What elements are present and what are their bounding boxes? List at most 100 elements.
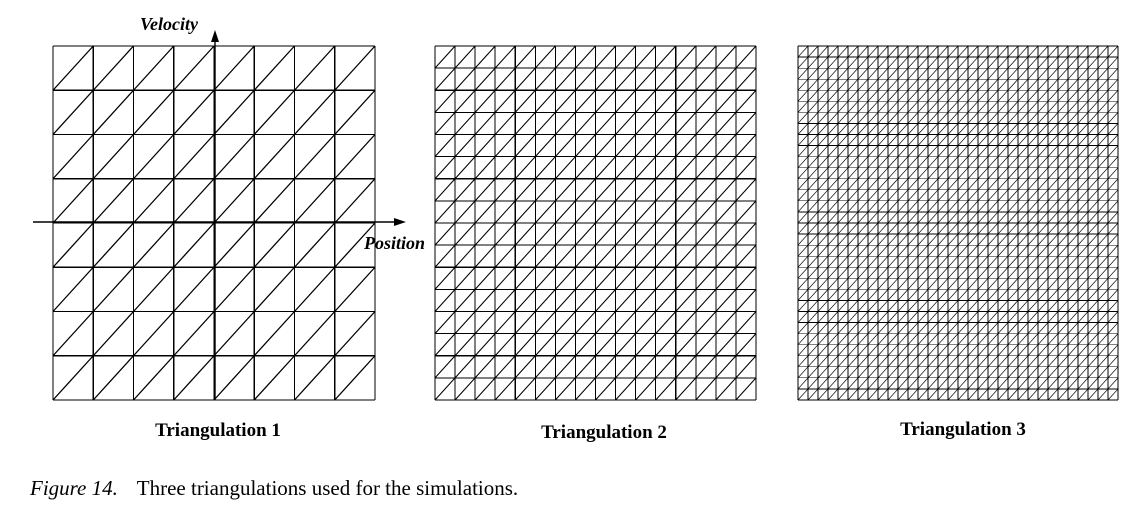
- mesh-diagonal-edge: [494, 112, 516, 135]
- mesh-diagonal-edge: [797, 344, 809, 356]
- mesh-diagonal-edge: [1057, 78, 1069, 91]
- mesh-diagonal-edge: [997, 45, 1009, 58]
- mesh-diagonal-edge: [817, 90, 829, 102]
- mesh-diagonal-edge: [294, 134, 336, 180]
- mesh-diagonal-edge: [847, 45, 859, 58]
- mesh-diagonal-edge: [887, 112, 899, 124]
- mesh-diagonal-edge: [1007, 56, 1019, 69]
- mesh-diagonal-edge: [947, 322, 959, 334]
- mesh-diagonal-edge: [937, 388, 949, 401]
- mesh-diagonal-edge: [967, 178, 979, 191]
- mesh-diagonal-edge: [1077, 156, 1089, 168]
- mesh-diagonal-edge: [514, 377, 536, 401]
- mesh-diagonal-edge: [1087, 300, 1099, 312]
- mesh-diagonal-edge: [52, 134, 94, 180]
- mesh-diagonal-edge: [253, 355, 295, 401]
- mesh-diagonal-edge: [977, 56, 989, 69]
- mesh-diagonal-edge: [797, 377, 809, 390]
- mesh-diagonal-edge: [987, 322, 999, 334]
- mesh-diagonal-edge: [635, 134, 657, 157]
- mesh-diagonal-edge: [967, 134, 979, 146]
- mesh-diagonal-edge: [1107, 278, 1119, 290]
- mesh-diagonal-edge: [1057, 200, 1069, 213]
- mesh-diagonal-edge: [1077, 211, 1089, 224]
- mesh-diagonal-edge: [1077, 322, 1089, 334]
- mesh-diagonal-edge: [1007, 355, 1019, 368]
- mesh-diagonal-edge: [897, 211, 909, 224]
- mesh-diagonal-edge: [797, 267, 809, 279]
- mesh-diagonal-edge: [917, 355, 929, 368]
- mesh-diagonal-edge: [977, 78, 989, 91]
- mesh-diagonal-edge: [635, 45, 657, 69]
- mesh-diagonal-edge: [907, 211, 919, 224]
- mesh-diagonal-edge: [927, 45, 939, 58]
- mesh-diagonal-edge: [1027, 300, 1039, 312]
- mesh-diagonal-edge: [997, 333, 1009, 345]
- mesh-diagonal-edge: [827, 123, 839, 135]
- mesh-diagonal-edge: [554, 200, 576, 224]
- mesh-diagonal-edge: [857, 377, 869, 390]
- mesh-diagonal-edge: [715, 67, 737, 91]
- mesh-diagonal-edge: [977, 388, 989, 401]
- mesh-diagonal-edge: [867, 255, 879, 268]
- mesh-diagonal-edge: [1027, 156, 1039, 168]
- mesh-diagonal-edge: [837, 311, 849, 323]
- mesh-diagonal-edge: [887, 311, 899, 323]
- mesh-diagonal-edge: [927, 300, 939, 312]
- mesh-diagonal-edge: [1047, 45, 1059, 58]
- mesh-diagonal-edge: [1007, 156, 1019, 168]
- mesh-diagonal-edge: [1107, 189, 1119, 202]
- mesh-diagonal-edge: [635, 222, 657, 246]
- mesh-diagonal-edge: [213, 178, 255, 224]
- mesh-diagonal-edge: [797, 200, 809, 213]
- mesh-diagonal-edge: [1047, 333, 1059, 345]
- mesh-diagonal-edge: [917, 56, 929, 69]
- mesh-diagonal-edge: [92, 311, 134, 357]
- mesh-diagonal-edge: [1067, 156, 1079, 168]
- mesh-diagonal-edge: [807, 278, 819, 290]
- mesh-diagonal-edge: [1027, 56, 1039, 69]
- mesh-diagonal-edge: [1087, 233, 1099, 246]
- mesh-diagonal-edge: [897, 189, 909, 202]
- mesh-diagonal-edge: [887, 178, 899, 191]
- mesh-diagonal-edge: [334, 266, 376, 312]
- mesh-diagonal-edge: [887, 377, 899, 390]
- mesh-diagonal-edge: [847, 311, 859, 323]
- mesh-diagonal-edge: [1047, 388, 1059, 401]
- mesh-diagonal-edge: [977, 233, 989, 246]
- mesh-diagonal-edge: [947, 45, 959, 58]
- mesh-diagonal-edge: [1067, 222, 1079, 235]
- mesh-diagonal-edge: [847, 134, 859, 146]
- mesh-diagonal-edge: [947, 333, 959, 345]
- mesh-diagonal-edge: [927, 344, 939, 356]
- mesh-diagonal-edge: [867, 189, 879, 202]
- mesh-diagonal-edge: [1017, 344, 1029, 356]
- mesh-diagonal-edge: [1027, 333, 1039, 345]
- mesh-diagonal-edge: [807, 200, 819, 213]
- mesh-diagonal-edge: [957, 101, 969, 113]
- mesh-diagonal-edge: [133, 45, 175, 91]
- mesh-diagonal-edge: [897, 101, 909, 113]
- mesh-diagonal-edge: [987, 377, 999, 390]
- mesh-diagonal-edge: [52, 222, 94, 268]
- mesh-diagonal-edge: [837, 67, 849, 80]
- mesh-diagonal-edge: [334, 311, 376, 357]
- mesh-diagonal-edge: [514, 89, 536, 113]
- mesh-diagonal-edge: [797, 145, 809, 157]
- mesh-diagonal-edge: [655, 333, 677, 357]
- mesh-diagonal-edge: [434, 156, 456, 180]
- mesh-diagonal-edge: [1077, 67, 1089, 80]
- mesh-diagonal-edge: [917, 45, 929, 58]
- mesh-diagonal-edge: [877, 56, 889, 69]
- mesh-diagonal-edge: [907, 244, 919, 257]
- mesh-diagonal-edge: [1057, 333, 1069, 345]
- mesh-diagonal-edge: [575, 266, 596, 290]
- mesh-diagonal-edge: [797, 311, 809, 323]
- mesh-diagonal-edge: [827, 222, 839, 235]
- mesh-diagonal-edge: [887, 156, 899, 168]
- mesh-diagonal-edge: [867, 233, 879, 246]
- mesh-diagonal-edge: [797, 189, 809, 202]
- mesh-diagonal-edge: [575, 156, 596, 180]
- mesh-diagonal-edge: [847, 167, 859, 179]
- mesh-diagonal-edge: [827, 377, 839, 390]
